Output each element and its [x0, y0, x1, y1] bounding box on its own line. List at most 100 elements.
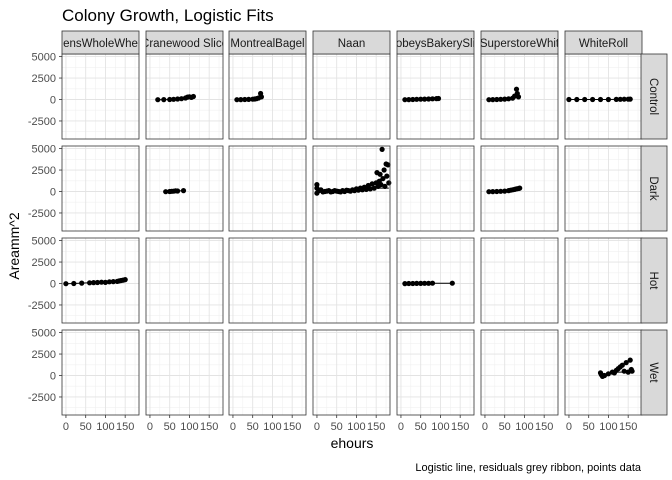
data-point — [619, 362, 625, 368]
panel-background — [397, 330, 474, 415]
data-point — [402, 97, 408, 103]
y-tick-label: -2500 — [28, 208, 56, 220]
panel-border — [396, 237, 475, 324]
facet-panel — [313, 238, 390, 323]
data-point — [71, 280, 77, 287]
data-point — [429, 96, 436, 102]
panel-background — [229, 238, 306, 323]
y-axis-label: Areamm^2 — [6, 212, 22, 279]
x-tick-label: 50 — [331, 421, 343, 433]
data-point — [122, 277, 128, 283]
chart-caption: Logistic line, residuals grey ribbon, po… — [415, 462, 642, 474]
panel-border — [312, 145, 391, 232]
data-point — [414, 96, 420, 102]
panel-border — [396, 145, 475, 232]
panel-border — [61, 329, 140, 416]
facet-panel — [229, 238, 306, 323]
data-point — [426, 96, 432, 102]
panel-series — [486, 86, 522, 103]
data-point — [422, 280, 428, 286]
data-point — [242, 96, 248, 103]
x-tick-label: 150 — [283, 421, 301, 433]
column-strip — [145, 30, 224, 55]
panel-background — [397, 238, 474, 323]
x-tick-label: 100 — [599, 421, 617, 433]
data-point — [414, 280, 420, 286]
data-point — [190, 93, 196, 100]
row-strip — [640, 145, 668, 232]
y-tick-label: 0 — [50, 187, 56, 199]
data-point — [63, 281, 69, 287]
data-point — [506, 96, 512, 102]
y-tick-label: 2500 — [32, 73, 56, 85]
panel-series — [566, 96, 633, 103]
data-point — [106, 279, 112, 285]
column-strip-label: MontrealBagel — [230, 38, 304, 50]
data-point — [410, 96, 416, 103]
panel-background — [62, 330, 139, 415]
data-point — [490, 189, 496, 195]
facet-panel — [229, 330, 306, 415]
panel-border — [312, 329, 391, 416]
panel-background — [565, 146, 642, 231]
row-strip-label: Control — [647, 78, 659, 115]
data-point — [110, 279, 116, 285]
y-tick-label: 5000 — [32, 236, 56, 248]
data-point — [246, 96, 252, 102]
data-point — [418, 280, 424, 286]
column-strip — [564, 30, 643, 55]
facet-panel — [565, 238, 642, 323]
data-point — [379, 146, 385, 152]
data-point — [418, 96, 424, 102]
data-point — [102, 279, 108, 285]
panel-series — [163, 188, 187, 195]
data-point — [171, 96, 177, 102]
x-tick-label: 50 — [247, 421, 259, 433]
data-point — [490, 97, 496, 103]
data-point — [258, 94, 264, 100]
data-point — [402, 281, 408, 287]
data-point — [494, 96, 500, 103]
panel-border — [145, 237, 224, 324]
y-tick-label: -2500 — [28, 300, 56, 312]
data-point — [629, 368, 635, 374]
data-point — [167, 96, 173, 103]
panel-background — [313, 238, 390, 323]
x-tick-label: 100 — [347, 421, 365, 433]
data-point — [617, 96, 623, 102]
data-point — [486, 97, 492, 103]
panel-border — [228, 145, 307, 232]
data-point — [238, 97, 244, 103]
panel-series — [402, 95, 442, 103]
facet-panel — [397, 330, 474, 415]
data-point — [590, 96, 596, 103]
y-tick-label: -2500 — [28, 116, 56, 128]
data-point — [429, 280, 436, 286]
facet-panel — [565, 146, 642, 231]
panel-background — [229, 146, 306, 231]
data-point — [380, 176, 386, 182]
x-tick-label: 0 — [482, 421, 488, 433]
data-point — [371, 185, 377, 191]
data-point — [234, 97, 240, 103]
panel-background — [397, 146, 474, 231]
data-point — [163, 189, 169, 195]
panel-background — [481, 238, 558, 323]
x-tick-label: 150 — [367, 421, 385, 433]
data-point — [377, 171, 383, 177]
panel-border — [480, 329, 559, 416]
panel-background — [62, 146, 139, 231]
facet-panel — [397, 146, 474, 231]
panel-border — [145, 145, 224, 232]
facet-panel — [481, 146, 558, 231]
data-point — [155, 97, 161, 103]
x-tick-label: 100 — [263, 421, 281, 433]
y-tick-label: 2500 — [32, 257, 56, 269]
panel-border — [61, 237, 140, 324]
data-point — [502, 96, 508, 102]
panel-series — [63, 277, 128, 287]
column-strip — [228, 30, 307, 55]
panel-background — [565, 238, 642, 323]
column-strip-label: Cranewood Slice — [141, 38, 228, 50]
data-point — [502, 188, 508, 194]
